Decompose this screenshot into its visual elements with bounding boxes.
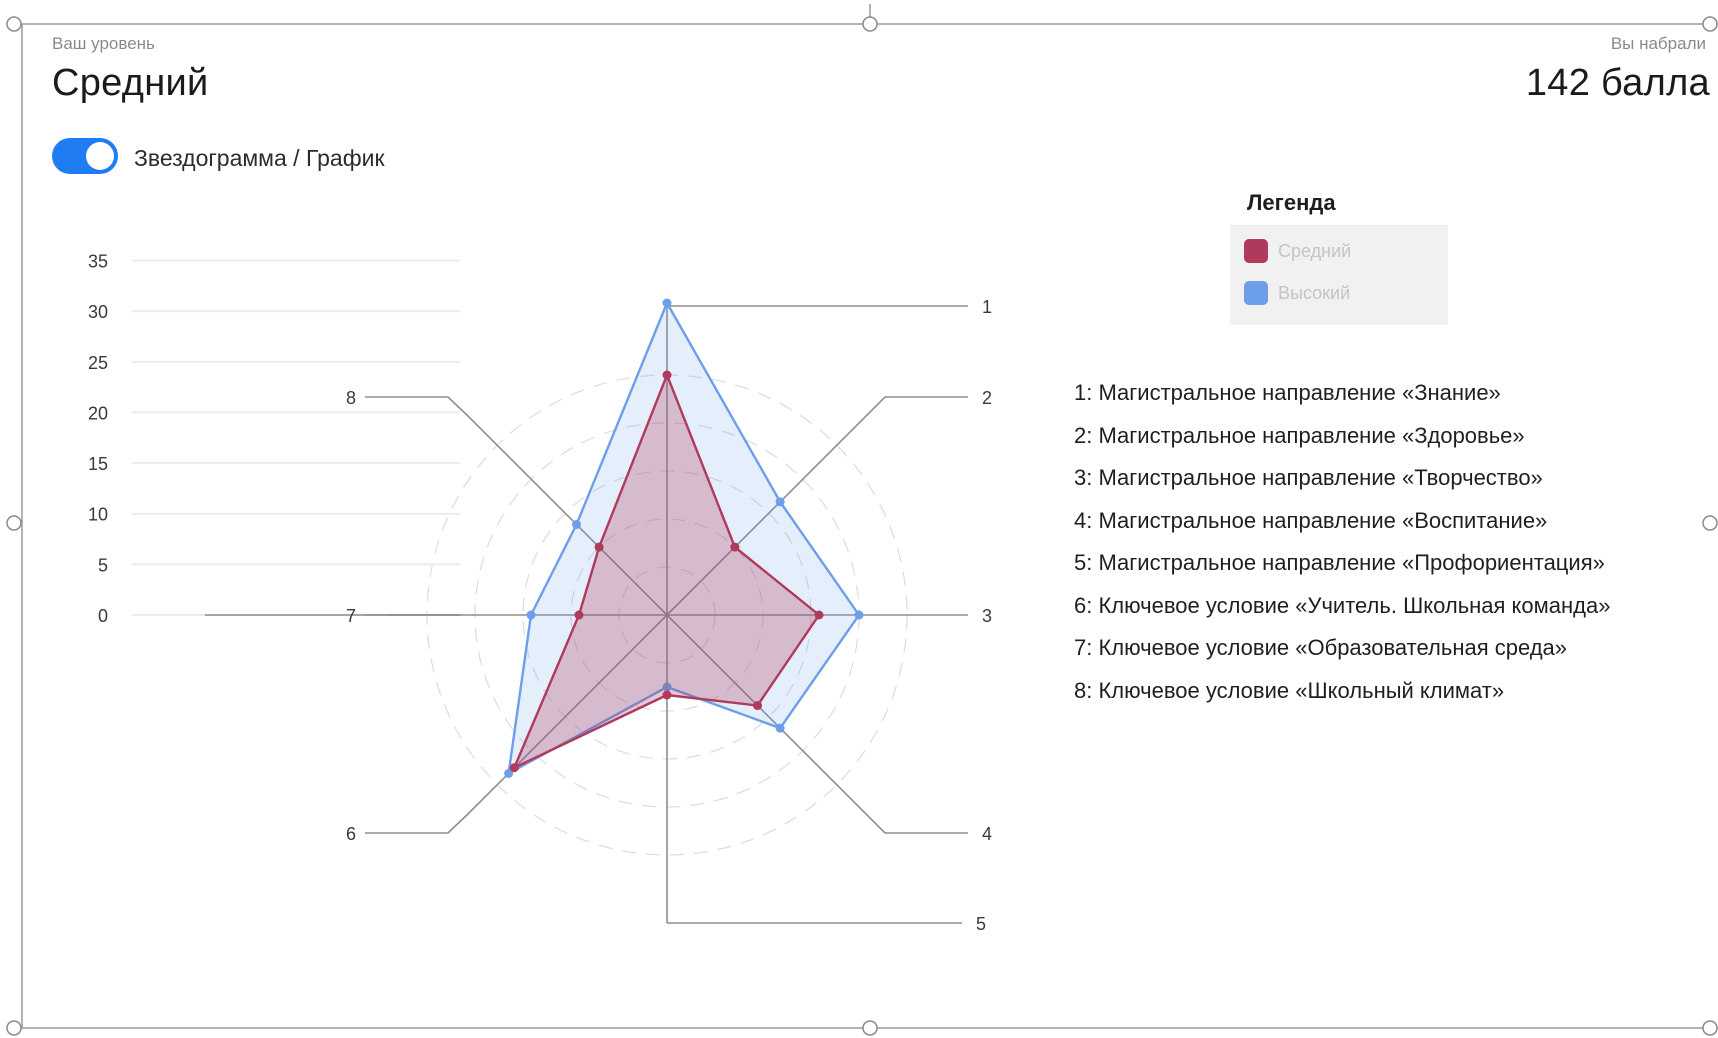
resize-handle-top-center[interactable] xyxy=(862,16,878,32)
direction-item: 1: Магистральное направление «Знание» xyxy=(1074,380,1501,405)
data-point xyxy=(662,682,672,692)
y-tick-label: 5 xyxy=(98,555,108,575)
axis-label-3: 3 xyxy=(982,606,992,626)
data-point xyxy=(571,519,581,529)
y-tick-label: 30 xyxy=(88,302,108,322)
axis-label-2: 2 xyxy=(982,388,992,408)
chart-mode-toggle-label: Звездограмма / График xyxy=(134,145,385,171)
data-point xyxy=(504,768,514,778)
axis-leader-line xyxy=(864,812,968,834)
y-tick-label: 20 xyxy=(88,403,108,423)
legend-title: Легенда xyxy=(1247,190,1336,215)
legend-box: Средний Высокий xyxy=(1230,225,1448,325)
series-medium xyxy=(509,370,824,773)
score-value: 142 балла xyxy=(1525,62,1710,104)
axis-label-8: 8 xyxy=(346,388,356,408)
y-axis-scale: 0 5 10 15 20 25 30 35 xyxy=(88,251,460,626)
direction-item: 2: Магистральное направление «Здоровье» xyxy=(1074,422,1525,448)
y-tick-label: 35 xyxy=(88,251,108,271)
level-caption: Ваш уровень xyxy=(52,34,155,53)
resize-handle-bottom-right[interactable] xyxy=(1702,1020,1718,1036)
data-point xyxy=(574,610,584,620)
y-tick-label: 0 xyxy=(98,606,108,626)
legend-label-high: Высокий xyxy=(1278,282,1351,303)
toggle-knob xyxy=(86,142,114,170)
resize-handle-bottom-left[interactable] xyxy=(6,1020,22,1036)
axis-label-4: 4 xyxy=(982,824,992,844)
legend-swatch-medium xyxy=(1244,239,1268,263)
data-point xyxy=(730,542,740,552)
y-tick-label: 25 xyxy=(88,353,108,373)
data-point xyxy=(509,763,519,773)
radar-spoke xyxy=(468,614,668,814)
resize-handle-middle-left[interactable] xyxy=(6,515,22,531)
directions-list: 1: Магистральное направление «Знание» 2:… xyxy=(1074,378,1611,718)
legend-label-medium: Средний xyxy=(1278,240,1352,261)
legend-item-medium[interactable]: Средний xyxy=(1244,239,1351,263)
data-point xyxy=(662,298,672,308)
axis-label-7: 7 xyxy=(346,606,356,626)
direction-item: 7: Ключевое условие «Образовательная сре… xyxy=(1074,635,1568,660)
radar-spoke xyxy=(666,614,866,814)
data-point xyxy=(662,690,672,700)
axis-label-1: 1 xyxy=(982,297,992,317)
data-point xyxy=(526,610,536,620)
legend-item-high[interactable]: Высокий xyxy=(1244,281,1350,305)
direction-item: 3: Магистральное направление «Творчество… xyxy=(1074,465,1543,490)
axis-label-5: 5 xyxy=(976,914,986,934)
direction-item: 6: Ключевое условие «Учитель. Школьная к… xyxy=(1074,592,1611,618)
data-point xyxy=(775,723,785,733)
direction-item: 8: Ключевое условие «Школьный климат» xyxy=(1074,677,1505,703)
legend-swatch-high xyxy=(1244,281,1268,305)
y-tick-label: 15 xyxy=(88,454,108,474)
score-caption: Вы набрали xyxy=(1610,34,1706,53)
direction-item: 5: Магистральное направление «Профориент… xyxy=(1074,550,1605,575)
data-point xyxy=(775,497,785,507)
data-point xyxy=(662,370,672,380)
resize-handle-bottom-center[interactable] xyxy=(862,1020,878,1036)
data-point xyxy=(594,542,604,552)
data-point xyxy=(814,610,824,620)
data-point xyxy=(854,610,864,620)
level-value: Средний xyxy=(52,62,209,104)
axis-label-6: 6 xyxy=(346,824,356,844)
radar-spoke xyxy=(468,416,668,616)
radar-leaders: 1 2 3 4 5 6 7 8 xyxy=(346,297,992,934)
series-high xyxy=(504,298,864,778)
direction-item: 4: Магистральное направление «Воспитание… xyxy=(1074,507,1548,533)
data-point xyxy=(753,701,763,711)
resize-handle-top-right[interactable] xyxy=(1702,16,1718,32)
axis-leader-line xyxy=(864,396,968,418)
chart-mode-toggle[interactable] xyxy=(52,138,118,174)
radar-spoke xyxy=(666,416,866,616)
resize-handle-top-left[interactable] xyxy=(6,16,22,32)
resize-handle-middle-right[interactable] xyxy=(1702,515,1718,531)
axis-leader-line xyxy=(365,396,470,418)
y-tick-label: 10 xyxy=(88,505,108,525)
axis-leader-line xyxy=(365,812,470,834)
